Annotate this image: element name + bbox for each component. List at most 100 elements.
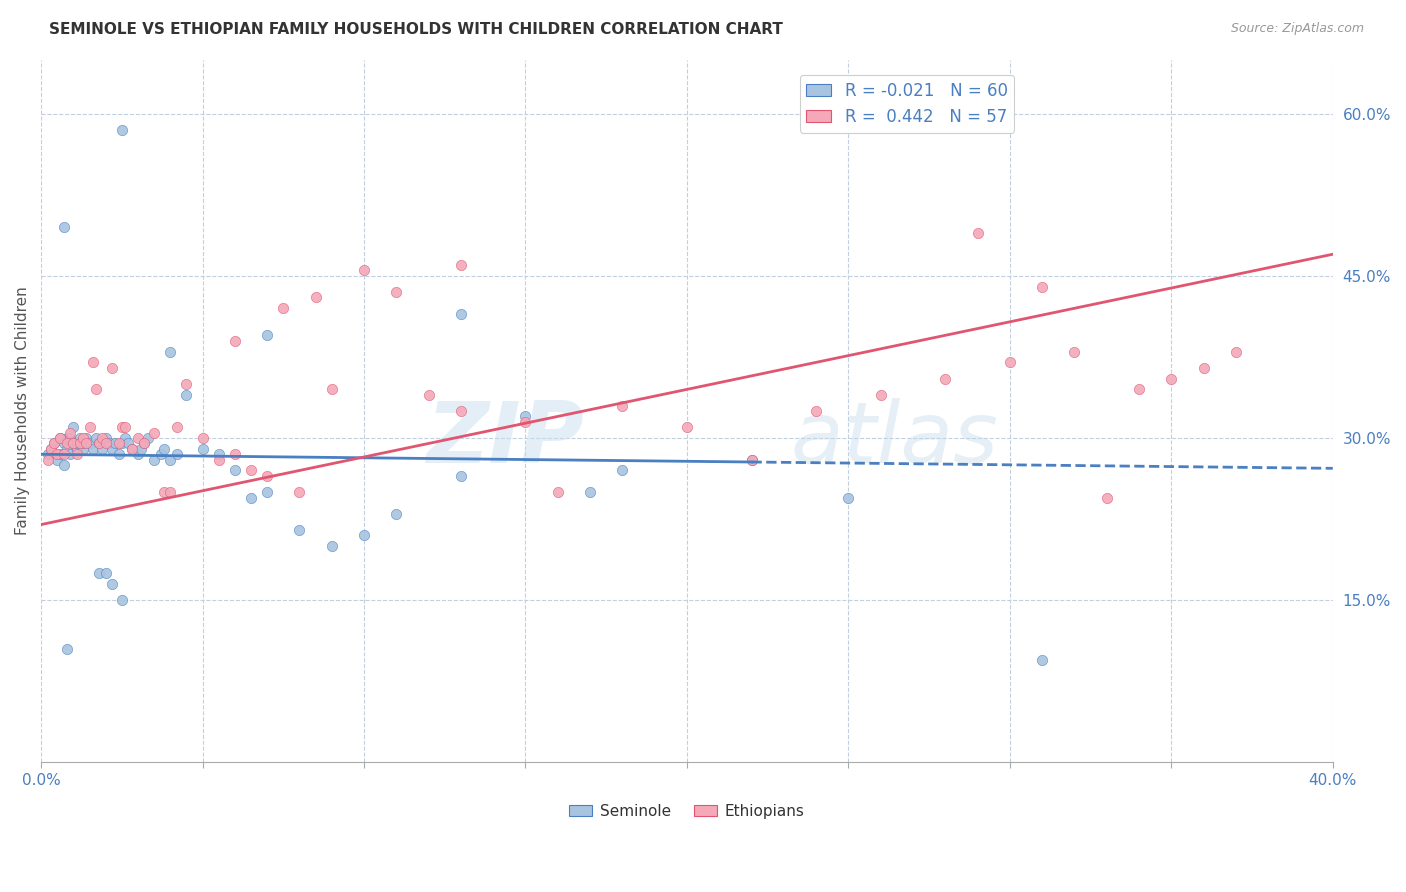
Point — [1095, 491, 1118, 505]
Point — [149, 447, 172, 461]
Point — [46, 452, 69, 467]
Point — [72, 442, 94, 456]
Point — [1192, 360, 1215, 375]
Point — [515, 409, 537, 424]
Point — [1225, 344, 1247, 359]
Point — [143, 452, 166, 467]
Point — [49, 431, 72, 445]
Point — [82, 355, 104, 369]
Point — [94, 566, 117, 581]
Point — [676, 420, 699, 434]
Point — [89, 436, 111, 450]
Point — [176, 376, 198, 391]
Point — [42, 436, 65, 450]
Point — [37, 447, 59, 461]
Point — [56, 436, 79, 450]
Point — [353, 263, 375, 277]
Point — [121, 442, 143, 456]
Point — [66, 442, 89, 456]
Point — [129, 442, 152, 456]
Point — [166, 447, 188, 461]
Point — [288, 485, 311, 500]
Point — [59, 447, 82, 461]
Point — [91, 431, 114, 445]
Point — [153, 485, 176, 500]
Point — [89, 436, 111, 450]
Point — [1031, 653, 1053, 667]
Point — [107, 447, 129, 461]
Point — [79, 420, 101, 434]
Point — [741, 452, 763, 467]
Point — [934, 371, 956, 385]
Point — [1128, 383, 1150, 397]
Point — [89, 566, 111, 581]
Point — [837, 491, 859, 505]
Point — [49, 431, 72, 445]
Point — [84, 383, 107, 397]
Point — [75, 431, 97, 445]
Point — [385, 285, 408, 299]
Point — [62, 436, 84, 450]
Point — [966, 226, 988, 240]
Point — [62, 436, 84, 450]
Point — [114, 431, 136, 445]
Point — [159, 344, 181, 359]
Text: Source: ZipAtlas.com: Source: ZipAtlas.com — [1230, 22, 1364, 36]
Point — [224, 334, 246, 348]
Point — [1031, 279, 1053, 293]
Point — [804, 404, 827, 418]
Point — [66, 436, 89, 450]
Point — [288, 523, 311, 537]
Point — [153, 442, 176, 456]
Legend: Seminole, Ethiopians: Seminole, Ethiopians — [564, 797, 811, 825]
Point — [121, 442, 143, 456]
Point — [84, 431, 107, 445]
Point — [208, 447, 231, 461]
Point — [114, 420, 136, 434]
Point — [49, 447, 72, 461]
Point — [256, 328, 278, 343]
Point — [612, 399, 634, 413]
Point — [72, 431, 94, 445]
Point — [579, 485, 602, 500]
Point — [42, 436, 65, 450]
Point — [166, 420, 188, 434]
Point — [224, 447, 246, 461]
Point — [59, 425, 82, 440]
Point — [450, 404, 472, 418]
Point — [450, 469, 472, 483]
Point — [52, 447, 75, 461]
Point — [136, 431, 159, 445]
Point — [37, 452, 59, 467]
Point — [134, 436, 156, 450]
Text: SEMINOLE VS ETHIOPIAN FAMILY HOUSEHOLDS WITH CHILDREN CORRELATION CHART: SEMINOLE VS ETHIOPIAN FAMILY HOUSEHOLDS … — [49, 22, 783, 37]
Point — [321, 383, 343, 397]
Text: ZIP: ZIP — [426, 398, 583, 481]
Point — [69, 431, 91, 445]
Point — [56, 431, 79, 445]
Point — [741, 452, 763, 467]
Point — [117, 436, 139, 450]
Point — [271, 301, 294, 316]
Point — [321, 539, 343, 553]
Point — [111, 420, 134, 434]
Point — [62, 420, 84, 434]
Point — [56, 641, 79, 656]
Point — [256, 485, 278, 500]
Point — [612, 463, 634, 477]
Point — [52, 220, 75, 235]
Point — [418, 388, 440, 402]
Point — [101, 577, 124, 591]
Point — [82, 442, 104, 456]
Point — [176, 388, 198, 402]
Point — [159, 485, 181, 500]
Point — [998, 355, 1021, 369]
Point — [869, 388, 891, 402]
Point — [111, 593, 134, 607]
Point — [143, 425, 166, 440]
Point — [111, 436, 134, 450]
Point — [450, 307, 472, 321]
Point — [79, 436, 101, 450]
Point — [72, 436, 94, 450]
Point — [59, 431, 82, 445]
